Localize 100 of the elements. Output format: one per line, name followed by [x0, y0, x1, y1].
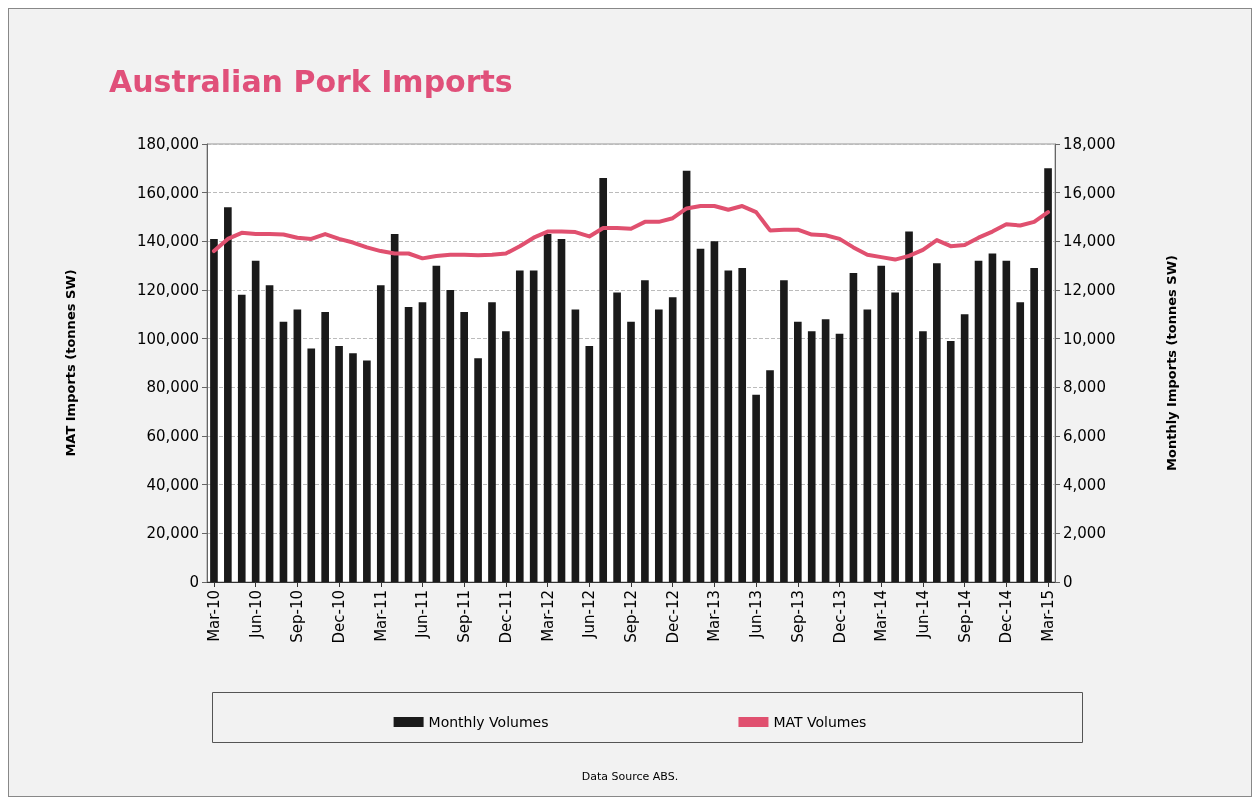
- bar: [1002, 260, 1011, 582]
- x-tick-label: Sep-14: [955, 590, 974, 643]
- bar: [349, 353, 357, 582]
- bar: [919, 331, 927, 582]
- bar: [543, 234, 552, 582]
- bar: [307, 348, 316, 582]
- bar: [515, 270, 524, 582]
- y-tick-label: 80,000: [146, 378, 199, 397]
- bar: [585, 345, 594, 582]
- bar: [877, 265, 886, 582]
- bar: [210, 238, 218, 582]
- bar: [933, 263, 941, 582]
- bar: [780, 280, 788, 582]
- x-tick-label: Sep-10: [288, 590, 307, 643]
- bar: [335, 345, 343, 582]
- x-tick-label: Jun-10: [246, 590, 265, 639]
- x-tick-label: Mar-14: [872, 590, 891, 642]
- bar: [557, 238, 566, 582]
- bar: [794, 321, 802, 582]
- bar: [807, 331, 816, 582]
- source-note: Data Source ABS.: [581, 770, 679, 783]
- bar: [321, 311, 329, 582]
- bar: [446, 290, 455, 582]
- x-tick-label: Jun-14: [913, 590, 932, 639]
- bar: [224, 207, 232, 582]
- x-tick-label: Jun-12: [580, 590, 599, 639]
- y-axis-title: MAT Imports (tonnes SW): [63, 269, 78, 457]
- bar: [251, 260, 260, 582]
- y2-tick-label: 12,000: [1063, 281, 1116, 299]
- bar: [710, 241, 719, 582]
- x-tick-label: Dec-13: [830, 590, 849, 644]
- bar: [738, 268, 747, 582]
- x-tick-label: Mar-13: [705, 590, 724, 642]
- bar: [1016, 302, 1025, 582]
- x-tick-label: Mar-11: [371, 590, 390, 642]
- bar: [432, 265, 441, 582]
- x-tick-label: Jun-13: [747, 590, 766, 639]
- bar: [654, 309, 663, 582]
- line-series: [211, 204, 1051, 262]
- bar: [418, 302, 427, 582]
- y2-tick-label: 4,000: [1063, 475, 1106, 494]
- bar: [404, 307, 413, 582]
- bar: [696, 248, 705, 582]
- bar: [529, 270, 538, 582]
- bar: [1044, 168, 1052, 582]
- y2-tick-label: 0: [1063, 573, 1073, 591]
- bar: [835, 333, 844, 582]
- x-tick-label: Sep-13: [788, 590, 807, 643]
- x-tick-label: Dec-10: [330, 590, 349, 644]
- bar: [752, 394, 760, 582]
- x-tick-label: Dec-11: [496, 590, 515, 644]
- x-tick-label: Sep-12: [622, 590, 640, 643]
- bar: [974, 260, 983, 582]
- y-tick-label: 140,000: [136, 232, 199, 251]
- y-tick-label: 40,000: [146, 475, 199, 494]
- bar: [390, 234, 399, 582]
- legend-label: MAT Volumes: [773, 714, 867, 730]
- bar: [905, 231, 913, 582]
- y2-tick-label: 2,000: [1063, 524, 1106, 543]
- bar: [613, 292, 621, 582]
- bar: [279, 321, 288, 582]
- bar: [641, 280, 649, 582]
- bar: [293, 309, 302, 582]
- x-tick-label: Sep-11: [455, 590, 474, 643]
- bar: [627, 321, 635, 582]
- x-tick-label: Dec-12: [663, 590, 682, 644]
- bar: [849, 272, 858, 582]
- y-tick-label: 20,000: [146, 524, 199, 543]
- bar: [724, 270, 733, 582]
- bar: [960, 314, 969, 582]
- y2-axis-title: Monthly Imports (tonnes SW): [1164, 255, 1179, 471]
- x-tick-label: Mar-15: [1039, 590, 1058, 642]
- y-tick-label: 120,000: [136, 281, 199, 299]
- y2-tick-label: 18,000: [1063, 135, 1116, 153]
- x-tick-label: Mar-10: [204, 590, 223, 642]
- y2-tick-label: 16,000: [1063, 183, 1116, 202]
- bar: [571, 309, 580, 582]
- chart-title: Australian Pork Imports: [109, 63, 513, 99]
- bar: [863, 309, 872, 582]
- bar: [988, 253, 997, 582]
- bar: [376, 285, 385, 582]
- y2-tick-label: 10,000: [1063, 329, 1116, 348]
- bar: [891, 292, 899, 582]
- bar: [1030, 268, 1038, 582]
- x-tick-label: Dec-14: [997, 590, 1016, 644]
- y2-tick-label: 6,000: [1063, 427, 1106, 445]
- bar: [237, 294, 246, 582]
- bar: [363, 360, 371, 582]
- bar: [668, 297, 677, 582]
- bar: [488, 302, 496, 582]
- bar: [682, 170, 691, 582]
- bar: [502, 331, 510, 582]
- bar: [265, 285, 274, 582]
- bar: [474, 358, 482, 582]
- x-tick-label: Mar-12: [538, 590, 557, 642]
- bar: [599, 178, 608, 582]
- bar: [946, 341, 955, 582]
- bar: [460, 311, 468, 582]
- y2-tick-label: 8,000: [1063, 378, 1106, 397]
- y-tick-label: 100,000: [136, 329, 199, 348]
